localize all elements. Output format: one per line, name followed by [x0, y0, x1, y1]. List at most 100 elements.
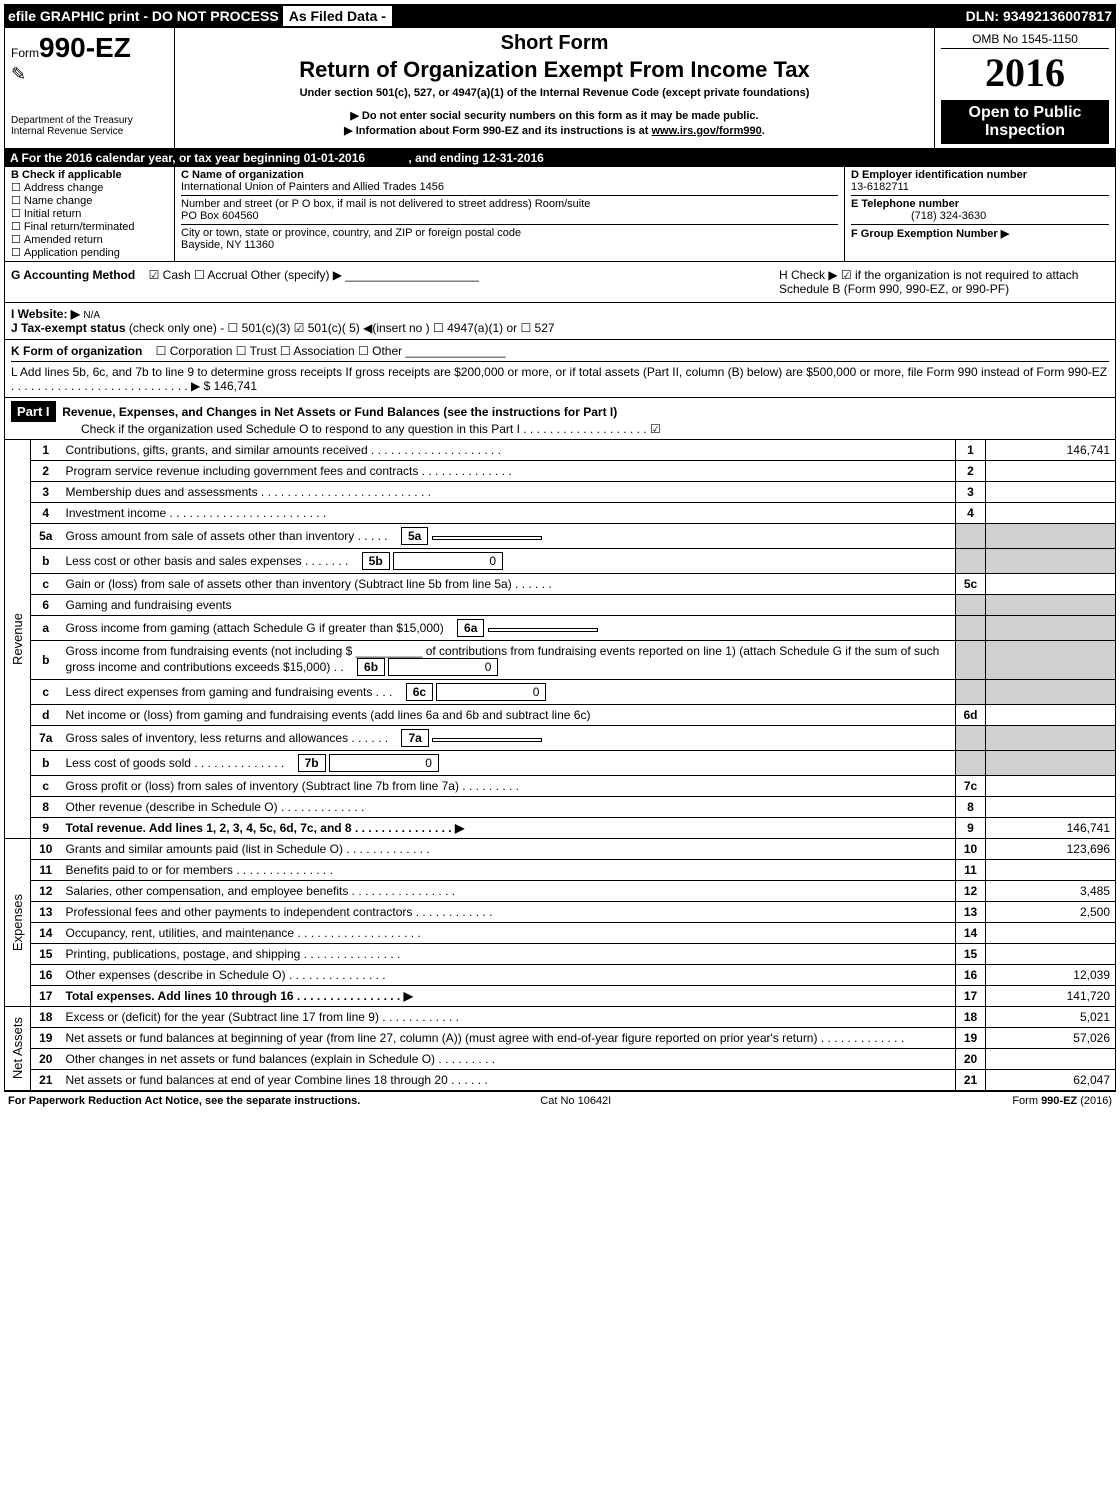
line-6d-text: Net income or (loss) from gaming and fun… [61, 705, 956, 726]
side-netassets: Net Assets [10, 1017, 25, 1079]
addr-value: PO Box 604560 [181, 210, 259, 222]
dept-irs: Internal Revenue Service [11, 126, 168, 137]
line-8-amt [986, 797, 1116, 818]
line-5b-miniamt: 0 [393, 552, 503, 570]
e-value: (718) 324-3630 [911, 210, 986, 222]
g-options: ☑ Cash ☐ Accrual Other (specify) ▶ [149, 268, 342, 282]
line-6c-miniamt: 0 [436, 683, 546, 701]
header-center: Short Form Return of Organization Exempt… [175, 28, 935, 148]
l-value: 146,741 [214, 379, 257, 393]
line-15-num: 15 [31, 944, 61, 965]
line-7b-minibox: 7b [298, 754, 326, 772]
open-to-public: Open to Public Inspection [941, 100, 1109, 144]
line-6b-text1: Gross income from fundraising events (no… [66, 644, 353, 658]
line-7c-num: c [31, 776, 61, 797]
form-header: Form990-EZ ✎ Department of the Treasury … [4, 28, 1116, 149]
line-12-box: 12 [956, 881, 986, 902]
line-7c-box: 7c [956, 776, 986, 797]
line-1-text: Contributions, gifts, grants, and simila… [61, 440, 956, 461]
line-6d-num: d [31, 705, 61, 726]
d-value: 13-6182711 [851, 181, 909, 193]
check-pending: Application pending [24, 247, 120, 259]
row-a-begin: 01-01-2016 [304, 151, 365, 165]
line-5a-miniamt [432, 536, 542, 540]
line-5a-text: Gross amount from sale of assets other t… [66, 529, 388, 543]
tax-year: 2016 [941, 49, 1109, 96]
line-4-amt [986, 503, 1116, 524]
notice-info: ▶ Information about Form 990-EZ and its … [183, 124, 926, 137]
short-form-title: Short Form [183, 32, 926, 55]
section-ij: I Website: ▶ N/A J Tax-exempt status (ch… [4, 303, 1116, 340]
line-16-amt: 12,039 [986, 965, 1116, 986]
line-12-num: 12 [31, 881, 61, 902]
line-6a-num: a [31, 616, 61, 641]
line-21-num: 21 [31, 1070, 61, 1091]
line-16-box: 16 [956, 965, 986, 986]
line-5b-cell: Less cost or other basis and sales expen… [61, 549, 956, 574]
line-7b-text: Less cost of goods sold . . . . . . . . … [66, 756, 285, 770]
line-6d-amt [986, 705, 1116, 726]
d-label: D Employer identification number [851, 169, 1027, 181]
notice-info-text: ▶ Information about Form 990-EZ and its … [344, 125, 651, 137]
line-8-box: 8 [956, 797, 986, 818]
part-i-title: Revenue, Expenses, and Changes in Net As… [62, 405, 617, 419]
line-5a-cell: Gross amount from sale of assets other t… [61, 524, 956, 549]
k-options: ☐ Corporation ☐ Trust ☐ Association ☐ Ot… [156, 344, 402, 358]
line-15-amt [986, 944, 1116, 965]
line-7a-miniamt [432, 738, 542, 742]
line-3-box: 3 [956, 482, 986, 503]
notice-info-suffix: . [762, 125, 765, 137]
k-label: K Form of organization [11, 344, 142, 358]
side-expenses: Expenses [10, 894, 25, 951]
line-21-amt: 62,047 [986, 1070, 1116, 1091]
row-a-mid: , and ending [408, 151, 482, 165]
line-6a-cell: Gross income from gaming (attach Schedul… [61, 616, 956, 641]
line-6c-text: Less direct expenses from gaming and fun… [66, 685, 393, 699]
form-number: Form990-EZ [11, 32, 168, 64]
e-label: E Telephone number [851, 198, 959, 210]
line-5b-num: b [31, 549, 61, 574]
line-5a-boxshade [956, 524, 986, 549]
line-5c-text: Gain or (loss) from sale of assets other… [61, 574, 956, 595]
line-16-num: 16 [31, 965, 61, 986]
header-left: Form990-EZ ✎ Department of the Treasury … [5, 28, 175, 148]
line-20-num: 20 [31, 1049, 61, 1070]
line-2-text: Program service revenue including govern… [61, 461, 956, 482]
line-18-num: 18 [31, 1007, 61, 1028]
line-6c-amtshade [986, 680, 1116, 705]
line-6b-amtshade [986, 641, 1116, 680]
line-11-num: 11 [31, 860, 61, 881]
line-5c-num: c [31, 574, 61, 595]
as-filed-label: As Filed Data - [283, 6, 392, 26]
omb-number: OMB No 1545-1150 [941, 32, 1109, 49]
line-17-amt: 141,720 [986, 986, 1116, 1007]
line-20-box: 20 [956, 1049, 986, 1070]
line-18-box: 18 [956, 1007, 986, 1028]
j-label: J Tax-exempt status [11, 321, 126, 335]
line-6a-miniamt [488, 628, 598, 632]
check-address: Address change [24, 182, 104, 194]
line-7b-amtshade [986, 751, 1116, 776]
line-2-num: 2 [31, 461, 61, 482]
f-label: F Group Exemption Number ▶ [851, 228, 1009, 240]
line-5b-boxshade [956, 549, 986, 574]
check-amended: Amended return [24, 234, 103, 246]
line-14-box: 14 [956, 923, 986, 944]
line-7c-text: Gross profit or (loss) from sales of inv… [61, 776, 956, 797]
footer-mid: Cat No 10642I [540, 1095, 611, 1107]
g-label: G Accounting Method [11, 268, 135, 282]
section-b-mid: C Name of organization International Uni… [175, 167, 845, 261]
section-b-left: B Check if applicable ☐Address change ☐N… [5, 167, 175, 261]
footer-right: Form 990-EZ (2016) [1012, 1095, 1112, 1107]
line-15-box: 15 [956, 944, 986, 965]
line-4-box: 4 [956, 503, 986, 524]
line-15-text: Printing, publications, postage, and shi… [61, 944, 956, 965]
section-b: B Check if applicable ☐Address change ☐N… [4, 167, 1116, 262]
c-name: International Union of Painters and Alli… [181, 181, 444, 193]
lines-table: Revenue 1 Contributions, gifts, grants, … [4, 440, 1116, 1091]
line-11-amt [986, 860, 1116, 881]
line-20-text: Other changes in net assets or fund bala… [61, 1049, 956, 1070]
notice-info-link[interactable]: www.irs.gov/form990 [652, 125, 762, 137]
line-5b-amtshade [986, 549, 1116, 574]
check-name: Name change [24, 195, 93, 207]
